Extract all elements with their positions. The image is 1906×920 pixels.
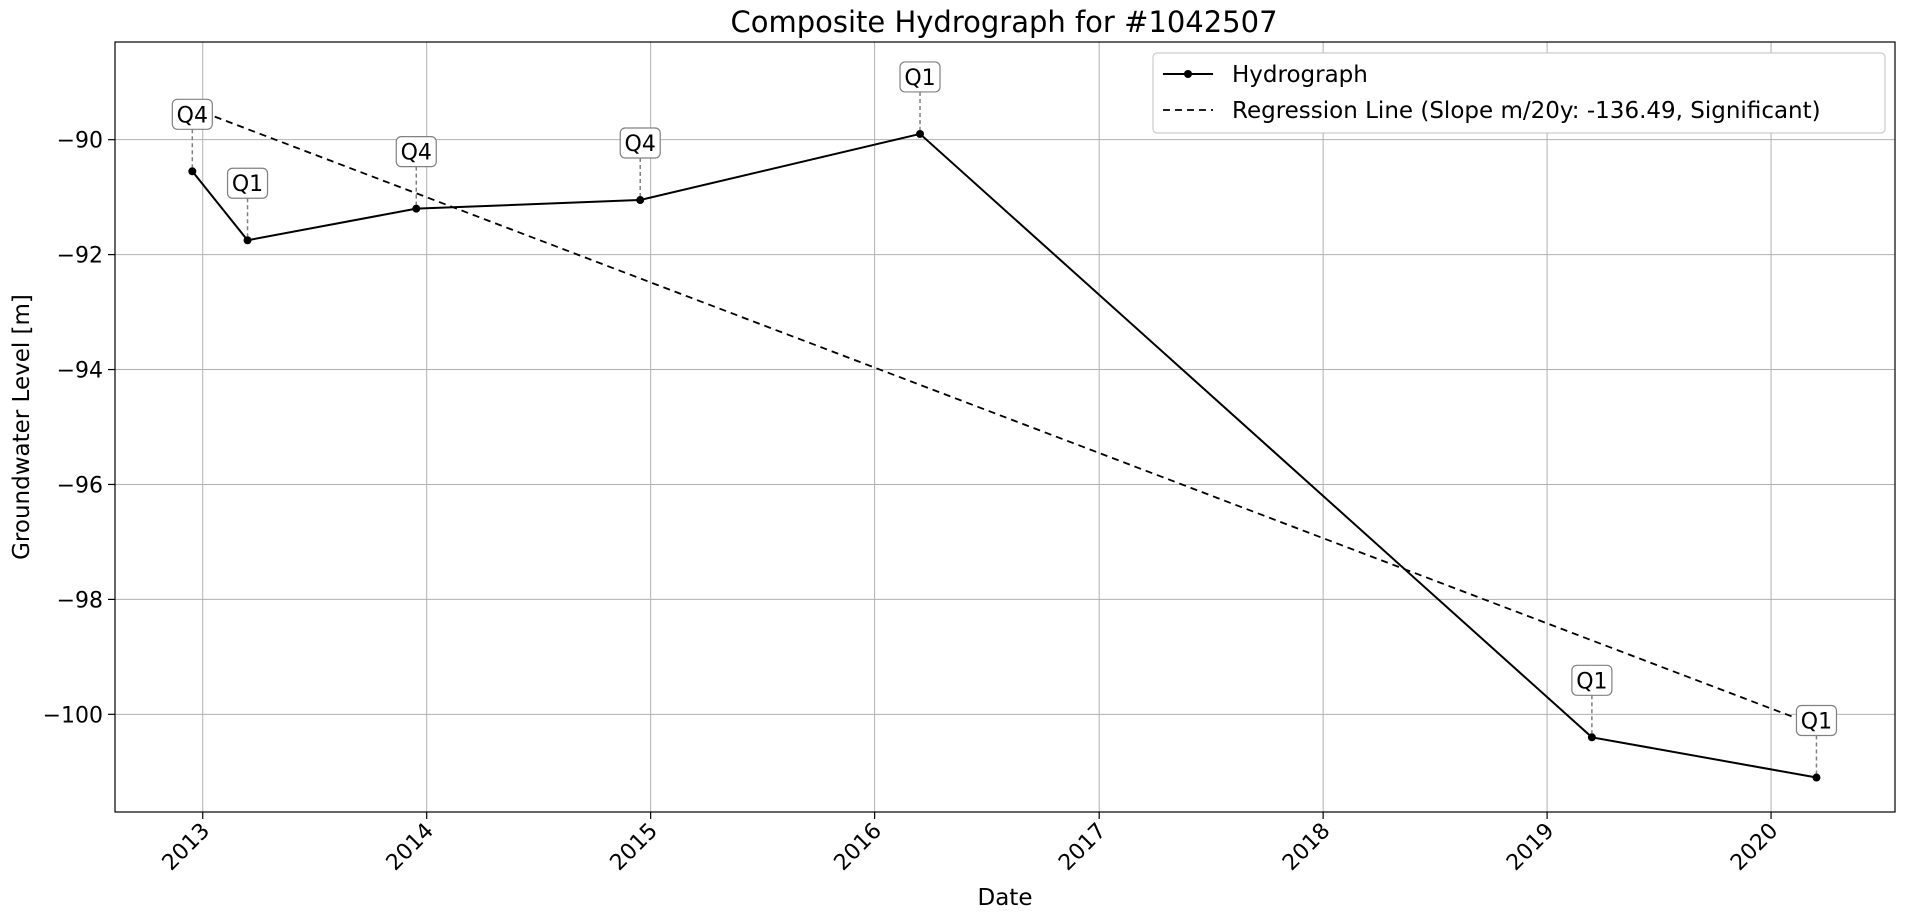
y-tick-label: −92 (57, 244, 103, 269)
annotation-box (395, 136, 437, 168)
hydrograph-point (412, 204, 421, 213)
hydrograph-point (1587, 733, 1596, 742)
x-tick-label: 2015 (606, 819, 663, 876)
y-tick-label: −94 (57, 359, 103, 384)
tick-layer: 2013 2014 2015 2016 2017 2018 2019 2020 −90 −92 −9… (43, 129, 1784, 876)
quarter-label: Q1 (1576, 669, 1607, 694)
y-tick-label: −90 (57, 129, 103, 154)
x-axis-label: Date (978, 885, 1033, 911)
hydrograph-point (1812, 773, 1821, 782)
x-tick-label: 2019 (1502, 819, 1559, 876)
quarter-label: Q4 (177, 103, 208, 128)
annotation-box (226, 167, 269, 199)
hydrograph-point (636, 196, 645, 205)
y-tick-label: −98 (57, 588, 103, 613)
legend: Hydrograph Regression Line (Slope m/20y:… (1152, 52, 1886, 134)
annotation-box (899, 61, 941, 93)
annotation-box (619, 127, 661, 159)
x-tick-label: 2013 (158, 819, 215, 876)
chart-title: Composite Hydrograph for #1042507 (730, 5, 1277, 39)
regression-line (191, 107, 1817, 727)
annotation-box (1571, 664, 1613, 696)
x-tick-label: 2020 (1726, 819, 1783, 876)
hydrograph-point (243, 236, 252, 245)
quarter-label: Q4 (625, 132, 656, 157)
x-tick-label: 2016 (830, 819, 887, 876)
legend-box (1152, 52, 1886, 134)
x-tick-label: 2018 (1278, 819, 1335, 876)
quarter-label: Q4 (401, 141, 432, 166)
legend-regression-label: Regression Line (Slope m/20y: -136.49, S… (1232, 98, 1821, 124)
series-layer (188, 107, 1821, 782)
x-tick-label: 2014 (382, 819, 439, 876)
legend-hydrograph-marker (1184, 70, 1192, 78)
quarter-label: Q1 (232, 172, 263, 197)
annotation-box (1795, 704, 1838, 737)
x-tick-label: 2017 (1054, 819, 1111, 876)
annotation-layer: Q4 Q1 Q4 Q4 Q1 Q1 Q1 (171, 61, 1838, 774)
y-tick-label: −100 (43, 703, 103, 728)
legend-hydrograph-label: Hydrograph (1232, 62, 1368, 88)
hydrograph-point (188, 167, 197, 176)
hydrograph-point (916, 129, 925, 138)
grid (115, 42, 1895, 812)
annotation-box (171, 98, 213, 130)
quarter-label: Q1 (1801, 710, 1832, 735)
y-axis-label: Groundwater Level [m] (9, 294, 35, 560)
plot-frame (114, 41, 1896, 813)
y-tick-label: −96 (57, 473, 103, 498)
quarter-label: Q1 (904, 66, 935, 91)
